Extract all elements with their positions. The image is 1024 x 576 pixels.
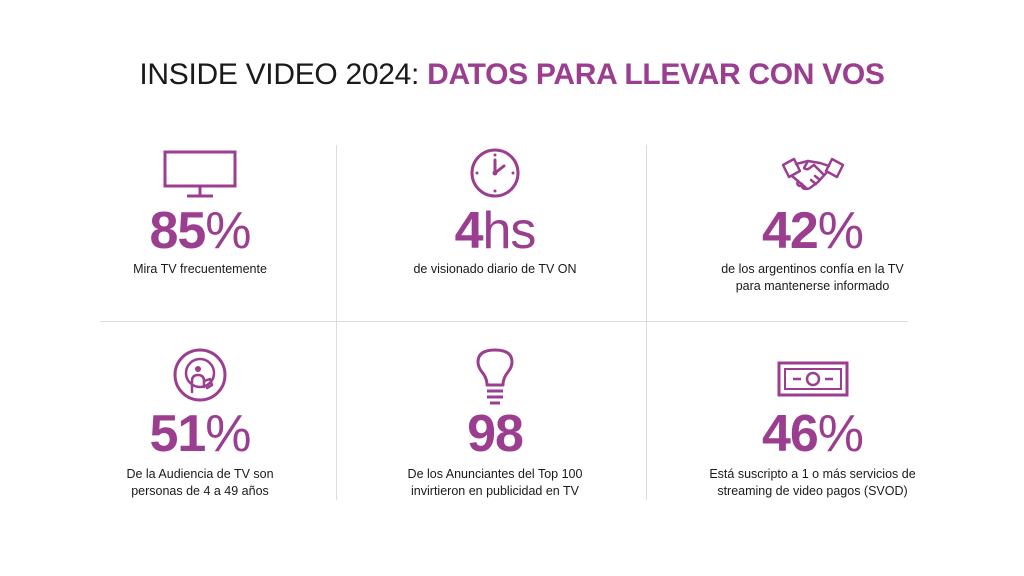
stat-unit: % — [205, 202, 251, 260]
divider-vertical-2 — [646, 145, 647, 500]
stat-card-lightbulb: 98 De los Anunciantes del Top 100 invirt… — [385, 343, 605, 513]
title-part-2: DATOS PARA LLEVAR CON VOS — [427, 58, 885, 91]
stat-unit: hs — [482, 202, 537, 260]
stat-value: 42% — [700, 205, 925, 257]
stat-number: 46 — [761, 405, 819, 463]
clock-icon — [470, 148, 520, 198]
stat-value: 98 — [385, 408, 605, 460]
stat-card-banknote: 46% Está suscripto a 1 o más servicios d… — [695, 343, 930, 513]
page-title: INSIDE VIDEO 2024: DATOS PARA LLEVAR CON… — [0, 58, 1024, 92]
title-part-1: INSIDE VIDEO 2024: — [139, 58, 428, 91]
stat-number: 51 — [149, 405, 206, 463]
banknote-icon — [777, 361, 848, 397]
stat-number: 98 — [467, 405, 524, 463]
handshake-icon — [781, 157, 844, 191]
stat-number: 42 — [761, 202, 819, 260]
tv-icon — [163, 150, 237, 198]
stat-unit: % — [205, 405, 251, 463]
stat-number: 85 — [149, 202, 206, 260]
stat-value: 85% — [100, 205, 300, 257]
divider-vertical-1 — [336, 145, 337, 500]
stat-unit: % — [817, 202, 864, 260]
stat-card-clock: 4hs de visionado diario de TV ON — [390, 145, 600, 315]
stat-description: De la Audiencia de TV son personas de 4 … — [126, 467, 274, 498]
stat-card-handshake: 42% de los argentinos confía en la TV pa… — [700, 145, 925, 315]
stat-number: 4 — [454, 202, 484, 260]
stat-description: De los Anunciantes del Top 100 invirtier… — [407, 467, 583, 498]
stat-value: 51% — [90, 408, 310, 460]
stat-card-audience: 51% De la Audiencia de TV son personas d… — [90, 343, 310, 513]
stat-description: de los argentinos confía en la TV para m… — [721, 262, 904, 293]
stat-value: 46% — [695, 408, 930, 460]
stat-description: Mira TV frecuentemente — [133, 262, 267, 276]
stat-unit: % — [817, 405, 864, 463]
stat-description: de visionado diario de TV ON — [413, 262, 577, 276]
stat-description: Está suscripto a 1 o más servicios de st… — [709, 467, 916, 498]
lightbulb-icon — [476, 348, 514, 405]
audience-icon — [173, 348, 227, 402]
divider-horizontal — [100, 321, 908, 322]
stat-value: 4hs — [390, 205, 600, 257]
stat-card-tv: 85% Mira TV frecuentemente — [100, 145, 300, 315]
